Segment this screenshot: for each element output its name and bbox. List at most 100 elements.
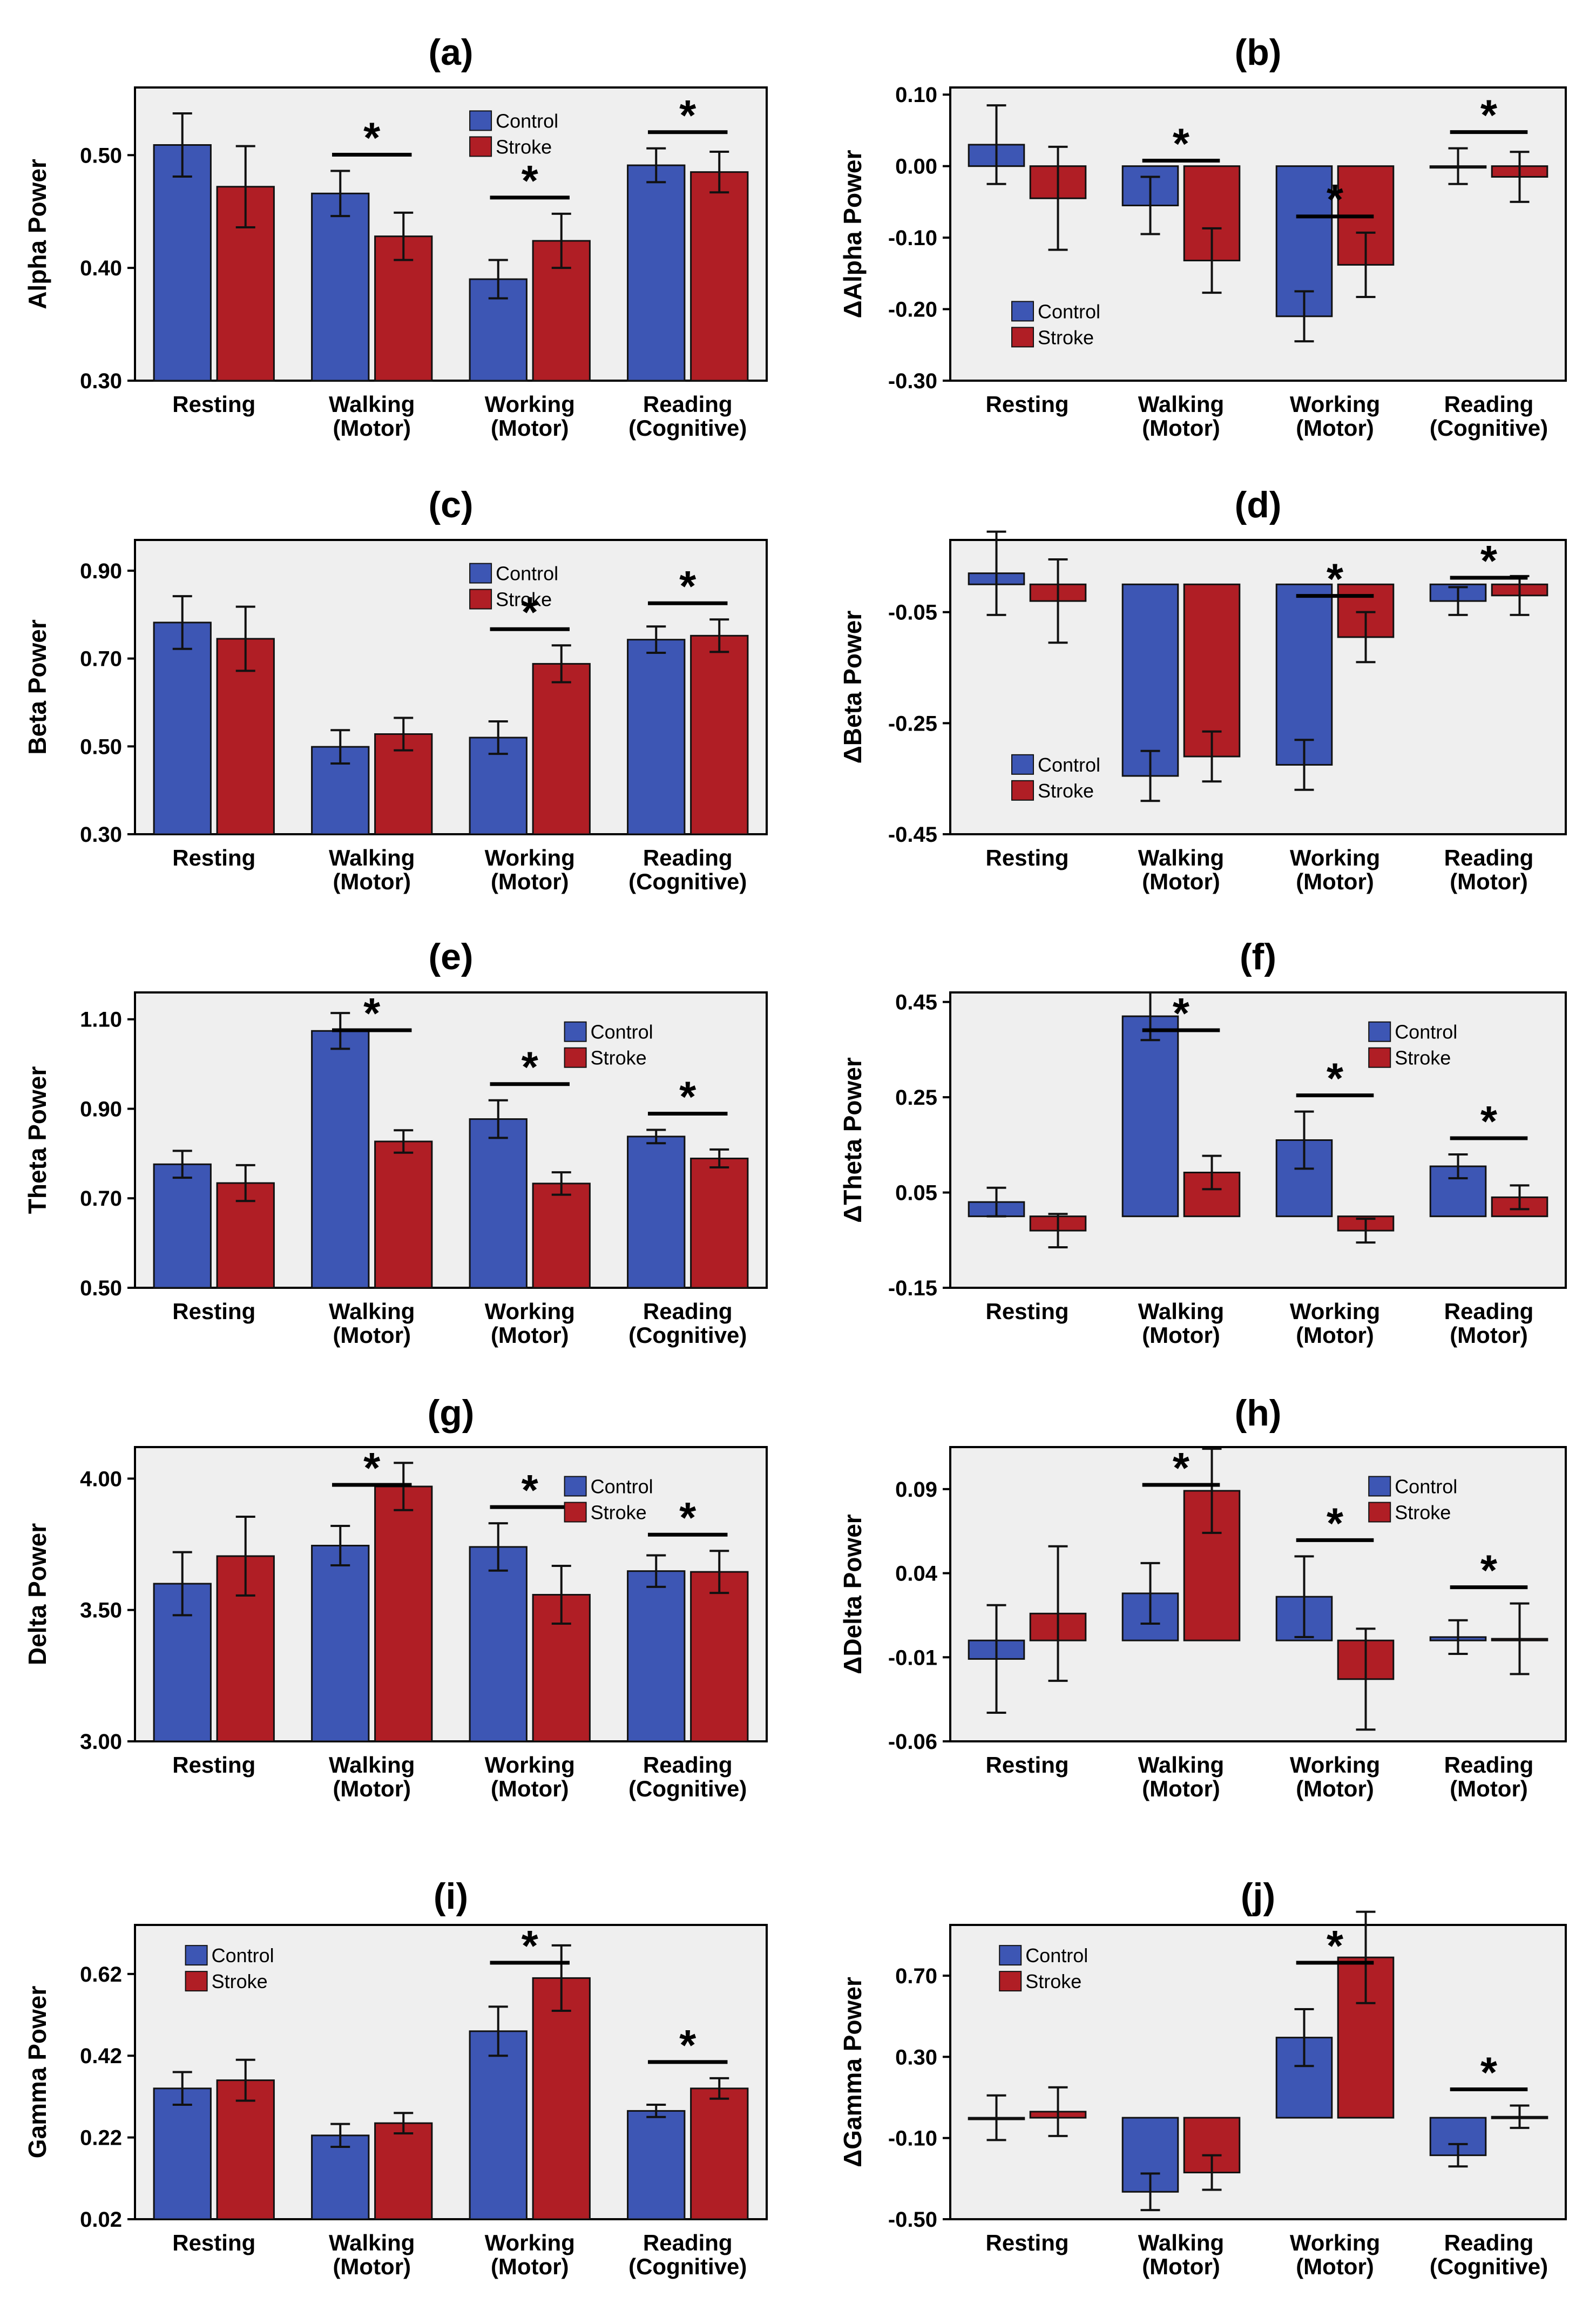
panel-label: (h): [1235, 1393, 1282, 1434]
x-category-label: Resting: [172, 1752, 255, 1778]
legend-swatch-stroke: [564, 1047, 587, 1068]
x-category-label: (Cognitive): [628, 1322, 747, 1348]
legend-label: Stroke: [1395, 1502, 1451, 1524]
y-axis-label: Alpha Power: [23, 159, 51, 309]
bar-stroke-0: [216, 1182, 275, 1289]
x-category-label: Walking: [329, 845, 415, 870]
x-category-label: Working: [1290, 1299, 1380, 1324]
x-category-label: (Motor): [1296, 1776, 1374, 1801]
legend-swatch-control: [1011, 754, 1034, 775]
plot-area: [949, 991, 1567, 1289]
significance-star: *: [1173, 989, 1190, 1037]
legend-label: Control: [1025, 1944, 1088, 1967]
x-category-label: (Motor): [333, 1776, 411, 1801]
legend-label: Stroke: [496, 136, 552, 158]
x-category-label: Resting: [985, 1299, 1068, 1324]
y-axis-label: Beta Power: [23, 619, 51, 755]
y-tick-label: 0.30: [80, 369, 122, 393]
x-category-label: (Motor): [333, 869, 411, 894]
significance-star: *: [1173, 120, 1190, 168]
chart-panel-b: (b) -0.30 -0.20 -0.10 0.00 0.10 ΔAlpha Power * *…: [838, 32, 1567, 441]
x-category-label: Resting: [985, 2230, 1068, 2255]
y-tick-label: -0.45: [888, 823, 937, 847]
bar-stroke-3: [690, 634, 749, 835]
x-category-label: (Motor): [491, 415, 569, 441]
x-category-label: (Motor): [1450, 1776, 1528, 1801]
legend-swatch-control: [185, 1945, 208, 1966]
x-category-label: Walking: [329, 1752, 415, 1778]
x-category-label: Reading: [643, 391, 733, 417]
legend-swatch-control: [1368, 1021, 1391, 1042]
x-category-label: (Motor): [1142, 1322, 1220, 1348]
legend: Control Stroke: [999, 1944, 1088, 1992]
legend-label: Control: [1395, 1476, 1457, 1498]
x-category-label: (Motor): [1296, 2254, 1374, 2279]
bar-stroke-2: [532, 1977, 591, 2220]
x-category-label: Working: [1290, 845, 1380, 870]
bar-control-0: [153, 144, 212, 382]
bar-control-3: [627, 1570, 686, 1742]
legend-label: Stroke: [591, 1502, 647, 1524]
panel-label: (a): [428, 32, 473, 73]
significance-star: *: [522, 157, 539, 205]
bar-stroke-3: [690, 171, 749, 382]
significance-star: *: [1480, 2049, 1498, 2097]
legend: Control Stroke: [1011, 754, 1100, 802]
x-category-label: Working: [485, 2230, 575, 2255]
bar-stroke-2: [532, 1593, 591, 1742]
y-axis-label: Delta Power: [23, 1523, 51, 1665]
x-category-label: (Cognitive): [628, 1776, 747, 1801]
x-category-label: Resting: [985, 845, 1068, 870]
x-category-label: Walking: [329, 2230, 415, 2255]
x-category-label: Reading: [1444, 2230, 1534, 2255]
chart-panel-d: (d) -0.45 -0.25 -0.05 ΔBeta Power * * Resting Wa…: [838, 484, 1567, 894]
y-tick-label: 0.00: [895, 155, 937, 179]
legend-label: Stroke: [496, 589, 552, 611]
y-tick-label: 1.10: [80, 1008, 122, 1032]
x-category-label: Walking: [1138, 1299, 1224, 1324]
chart-panel-g: (g) 3.00 3.50 4.00 Delta Power * * * Resting Walk…: [23, 1393, 768, 1801]
x-category-label: Reading: [643, 1752, 733, 1778]
x-category-label: Reading: [1444, 1752, 1534, 1778]
legend-swatch-stroke: [1011, 780, 1034, 801]
panel-label: (c): [428, 484, 473, 525]
significance-star: *: [679, 562, 696, 610]
legend-label: Control: [496, 563, 558, 585]
y-tick-label: 3.00: [80, 1730, 122, 1754]
y-axis-label: ΔBeta Power: [838, 611, 867, 764]
legend: Control Stroke: [1368, 1476, 1457, 1524]
y-tick-label: 3.50: [80, 1599, 122, 1623]
y-tick-label: -0.01: [888, 1646, 937, 1670]
significance-star: *: [1327, 175, 1344, 224]
x-category-label: Reading: [1444, 391, 1534, 417]
x-category-label: (Motor): [1142, 869, 1220, 894]
bar-control-2: [469, 1118, 528, 1289]
plot-area: [949, 1924, 1567, 2220]
x-category-label: (Motor): [491, 2254, 569, 2279]
significance-star: *: [1327, 555, 1344, 603]
y-tick-label: -0.10: [888, 2127, 937, 2151]
legend-label: Control: [1038, 300, 1100, 322]
y-tick-label: -0.06: [888, 1730, 937, 1754]
x-category-label: (Motor): [1296, 1322, 1374, 1348]
legend-label: Stroke: [1025, 1970, 1081, 1992]
significance-star: *: [522, 588, 539, 636]
bar-control-2: [469, 2030, 528, 2220]
panel-label: (j): [1241, 1876, 1275, 1917]
legend-swatch-stroke: [1368, 1502, 1391, 1523]
bar-stroke-1: [374, 2122, 433, 2220]
y-axis-label: ΔAlpha Power: [838, 150, 867, 319]
y-tick-label: 0.22: [80, 2126, 122, 2150]
legend-swatch-stroke: [469, 589, 492, 610]
significance-star: *: [522, 1466, 539, 1514]
plot-area: [949, 86, 1567, 382]
y-tick-label: 0.50: [80, 1276, 122, 1300]
significance-star: *: [679, 91, 696, 139]
y-tick-label: 0.90: [80, 1097, 122, 1121]
chart-panel-h: (h) -0.06 -0.01 0.04 0.09 ΔDelta Power * * * Rest…: [838, 1393, 1567, 1801]
chart-panel-i: (i) 0.02 0.22 0.42 0.62 Gamma Power * * Resting W…: [23, 1876, 768, 2279]
x-category-label: (Motor): [1450, 869, 1528, 894]
significance-star: *: [679, 1072, 696, 1120]
x-category-label: Walking: [1138, 391, 1224, 417]
